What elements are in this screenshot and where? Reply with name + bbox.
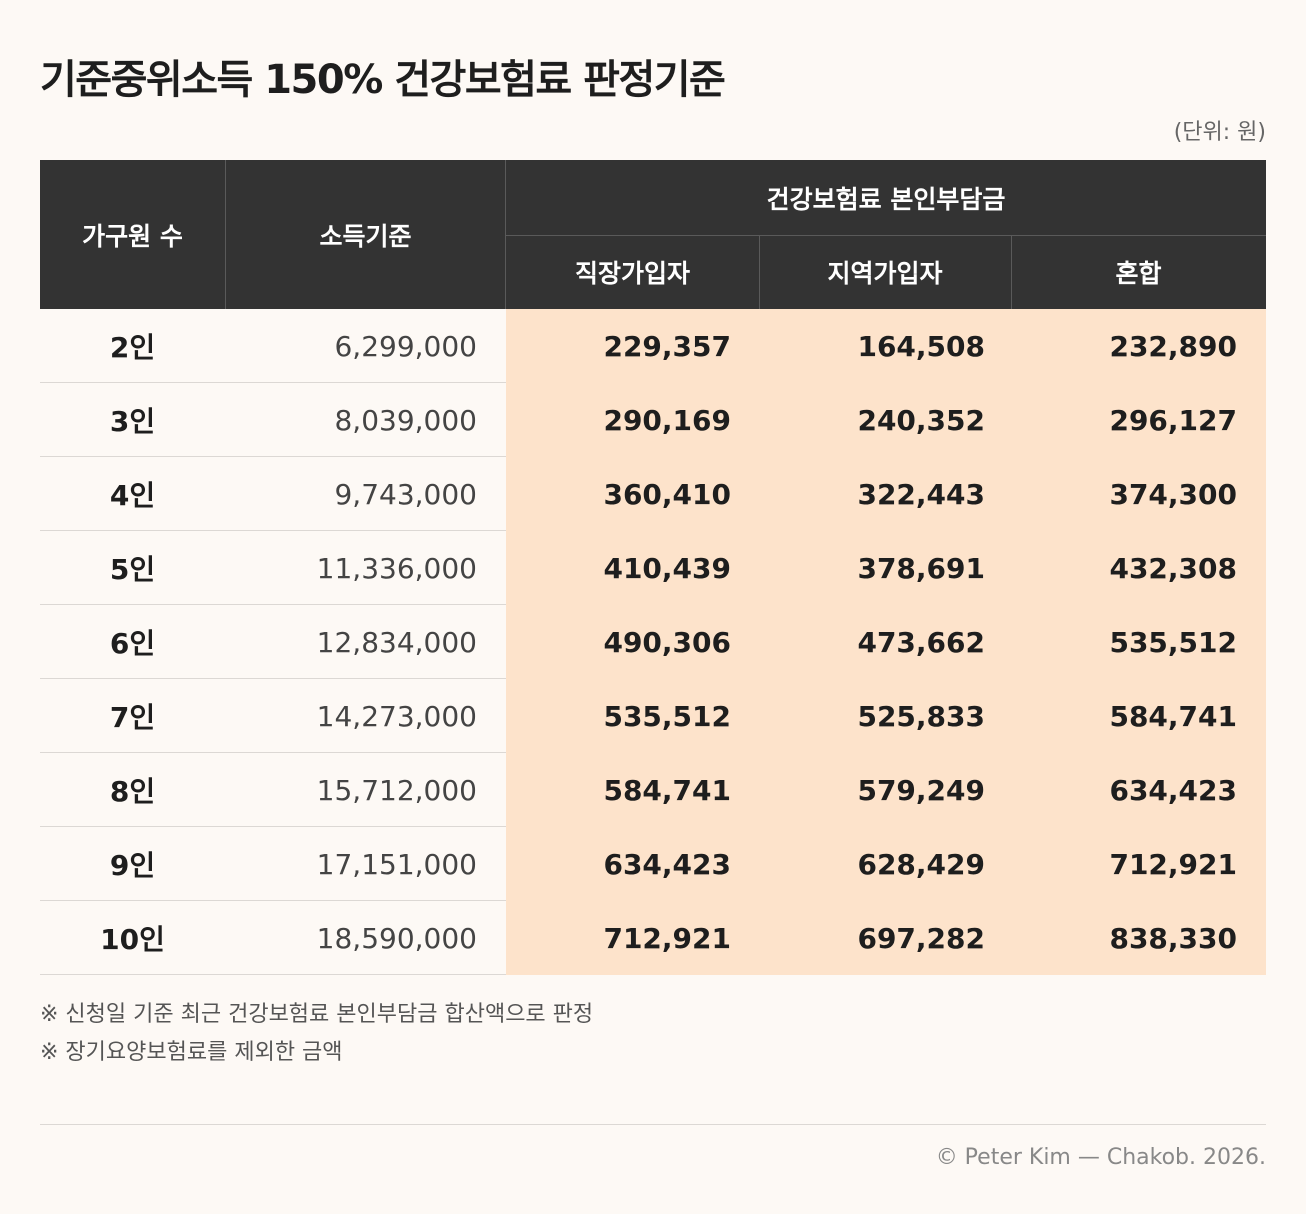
header-household-size: 가구원 수 — [82, 221, 183, 251]
mixed-premium-cell: 584,741 — [1109, 699, 1237, 733]
mixed-premium-cell: 838,330 — [1109, 921, 1237, 955]
household-size-cell: 5인 — [109, 553, 156, 586]
income-cell: 15,712,000 — [316, 773, 477, 807]
copyright-footer: © Peter Kim — Chakob. 2026. — [935, 1145, 1266, 1170]
mixed-premium-cell: 712,921 — [1109, 847, 1237, 881]
employee-premium-cell: 712,921 — [603, 921, 731, 955]
income-cell: 18,590,000 — [316, 921, 477, 955]
income-cell: 8,039,000 — [334, 403, 477, 437]
mixed-premium-cell: 296,127 — [1109, 403, 1237, 437]
household-size-cell: 8인 — [109, 775, 156, 808]
header-divider — [759, 235, 760, 309]
header-regional: 지역가입자 — [827, 259, 943, 288]
income-cell: 17,151,000 — [316, 847, 477, 881]
employee-premium-cell: 229,357 — [603, 329, 731, 363]
header-premium-group: 건강보험료 본인부담금 — [766, 184, 1006, 214]
unit-label: (단위: 원) — [1173, 120, 1266, 145]
income-cell: 14,273,000 — [316, 699, 477, 733]
premium-highlight — [506, 679, 1266, 753]
mixed-premium-cell: 432,308 — [1109, 551, 1237, 585]
household-size-cell: 4인 — [109, 479, 156, 512]
note-item: ※ 장기요양보험료를 제외한 금액 — [40, 1040, 343, 1065]
header-income-criteria: 소득기준 — [319, 221, 412, 251]
premium-highlight — [506, 901, 1266, 975]
header-divider — [506, 235, 1266, 236]
household-size-cell: 6인 — [109, 627, 156, 660]
table-header: 가구원 수 소득기준 건강보험료 본인부담금 직장가입자 지역가입자 혼합 — [40, 160, 1266, 309]
employee-premium-cell: 290,169 — [603, 403, 731, 437]
income-cell: 9,743,000 — [334, 477, 477, 511]
regional-premium-cell: 697,282 — [857, 921, 985, 955]
employee-premium-cell: 490,306 — [603, 625, 731, 659]
regional-premium-cell: 473,662 — [857, 625, 985, 659]
header-employee: 직장가입자 — [574, 259, 690, 288]
header-divider — [505, 160, 506, 309]
table-row: 6인 12,834,000 490,306 473,662 535,512 — [40, 605, 1266, 679]
header-divider — [225, 160, 226, 309]
employee-premium-cell: 584,741 — [603, 773, 731, 807]
household-size-cell: 2인 — [109, 331, 156, 364]
employee-premium-cell: 410,439 — [603, 551, 731, 585]
premium-highlight — [506, 457, 1266, 531]
premium-table: 가구원 수 소득기준 건강보험료 본인부담금 직장가입자 지역가입자 혼합 2인… — [40, 160, 1266, 975]
premium-highlight — [506, 383, 1266, 457]
regional-premium-cell: 164,508 — [857, 329, 985, 363]
premium-highlight — [506, 309, 1266, 383]
regional-premium-cell: 378,691 — [857, 551, 985, 585]
mixed-premium-cell: 232,890 — [1109, 329, 1237, 363]
household-size-cell: 9인 — [109, 849, 156, 882]
mixed-premium-cell: 535,512 — [1109, 625, 1237, 659]
table-row: 7인 14,273,000 535,512 525,833 584,741 — [40, 679, 1266, 753]
mixed-premium-cell: 634,423 — [1109, 773, 1237, 807]
household-size-cell: 3인 — [109, 405, 156, 438]
mixed-premium-cell: 374,300 — [1109, 477, 1237, 511]
table-row: 4인 9,743,000 360,410 322,443 374,300 — [40, 457, 1266, 531]
household-size-cell: 7인 — [109, 701, 156, 734]
header-mixed: 혼합 — [1115, 259, 1162, 288]
employee-premium-cell: 535,512 — [603, 699, 731, 733]
regional-premium-cell: 628,429 — [857, 847, 985, 881]
note-item: ※ 신청일 기준 최근 건강보험료 본인부담금 합산액으로 판정 — [40, 1002, 594, 1027]
employee-premium-cell: 360,410 — [603, 477, 731, 511]
employee-premium-cell: 634,423 — [603, 847, 731, 881]
regional-premium-cell: 240,352 — [857, 403, 985, 437]
premium-highlight — [506, 531, 1266, 605]
regional-premium-cell: 579,249 — [857, 773, 985, 807]
regional-premium-cell: 322,443 — [857, 477, 985, 511]
table-row: 3인 8,039,000 290,169 240,352 296,127 — [40, 383, 1266, 457]
income-cell: 11,336,000 — [316, 551, 477, 585]
premium-highlight — [506, 827, 1266, 901]
household-size-cell: 10인 — [100, 923, 165, 956]
table-row: 2인 6,299,000 229,357 164,508 232,890 — [40, 309, 1266, 383]
premium-highlight — [506, 753, 1266, 827]
table-row: 10인 18,590,000 712,921 697,282 838,330 — [40, 901, 1266, 975]
premium-highlight — [506, 605, 1266, 679]
table-row: 9인 17,151,000 634,423 628,429 712,921 — [40, 827, 1266, 901]
page-title: 기준중위소득 150% 건강보험료 판정기준 — [40, 57, 726, 103]
income-cell: 12,834,000 — [316, 625, 477, 659]
notes: ※ 신청일 기준 최근 건강보험료 본인부담금 합산액으로 판정 ※ 장기요양보… — [40, 996, 593, 1072]
table-row: 5인 11,336,000 410,439 378,691 432,308 — [40, 531, 1266, 605]
table-row: 8인 15,712,000 584,741 579,249 634,423 — [40, 753, 1266, 827]
footer-divider — [40, 1124, 1266, 1125]
regional-premium-cell: 525,833 — [857, 699, 985, 733]
header-divider — [1011, 235, 1012, 309]
income-cell: 6,299,000 — [334, 329, 477, 363]
